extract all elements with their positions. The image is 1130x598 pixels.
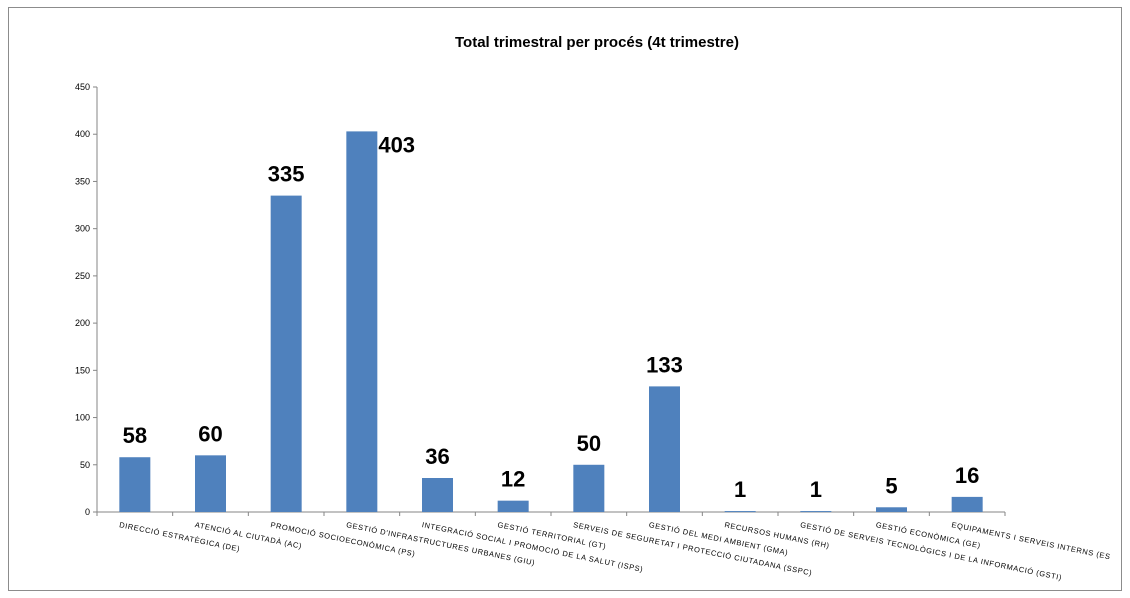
chart-title: Total trimestral per procés (4t trimestr…: [455, 34, 739, 51]
data-label: 403: [378, 132, 415, 157]
data-label: 16: [955, 463, 979, 488]
bar: [119, 457, 151, 512]
data-label: 335: [268, 162, 305, 187]
bars: [119, 131, 983, 513]
bar: [497, 500, 529, 512]
bar: [195, 455, 226, 512]
x-tick-label: GESTIÓ DE SERVEIS TECNOLÒGICS I DE LA IN…: [799, 520, 1062, 582]
y-tick-label: 100: [75, 413, 90, 423]
bar: [346, 131, 378, 512]
y-tick-label: 250: [75, 271, 90, 281]
bar: [270, 195, 302, 512]
bar: [951, 496, 983, 512]
y-tick-label: 200: [75, 318, 90, 328]
bar: [876, 507, 907, 512]
data-label: 60: [198, 421, 222, 446]
x-tick-labels: DIRECCIÓ ESTRATÈGICA (DE)ATENCIÓ AL CIUT…: [118, 520, 1111, 582]
y-tick-label: 150: [75, 365, 90, 375]
bar: [649, 386, 680, 512]
data-labels: 58 60 335 403 36 12 50 133 1 1 5 16: [123, 132, 980, 502]
data-label: 50: [577, 431, 601, 456]
y-tick-label: 350: [75, 176, 90, 186]
data-label: 1: [810, 477, 822, 502]
y-tick-label: 450: [75, 82, 90, 92]
y-tick-label: 300: [75, 224, 90, 234]
data-label: 133: [646, 352, 683, 377]
y-tick-label: 0: [85, 507, 90, 517]
data-label: 1: [734, 477, 746, 502]
y-tick-label: 400: [75, 129, 90, 139]
data-label: 58: [123, 423, 147, 448]
chart-area: [8, 7, 1122, 591]
bar: [724, 511, 756, 513]
data-label: 5: [885, 473, 897, 498]
bar: [422, 478, 453, 512]
bar: [573, 464, 605, 512]
data-label: 36: [425, 444, 449, 469]
y-tick-label: 50: [80, 460, 90, 470]
data-label: 12: [501, 467, 525, 492]
bar: [800, 511, 832, 513]
